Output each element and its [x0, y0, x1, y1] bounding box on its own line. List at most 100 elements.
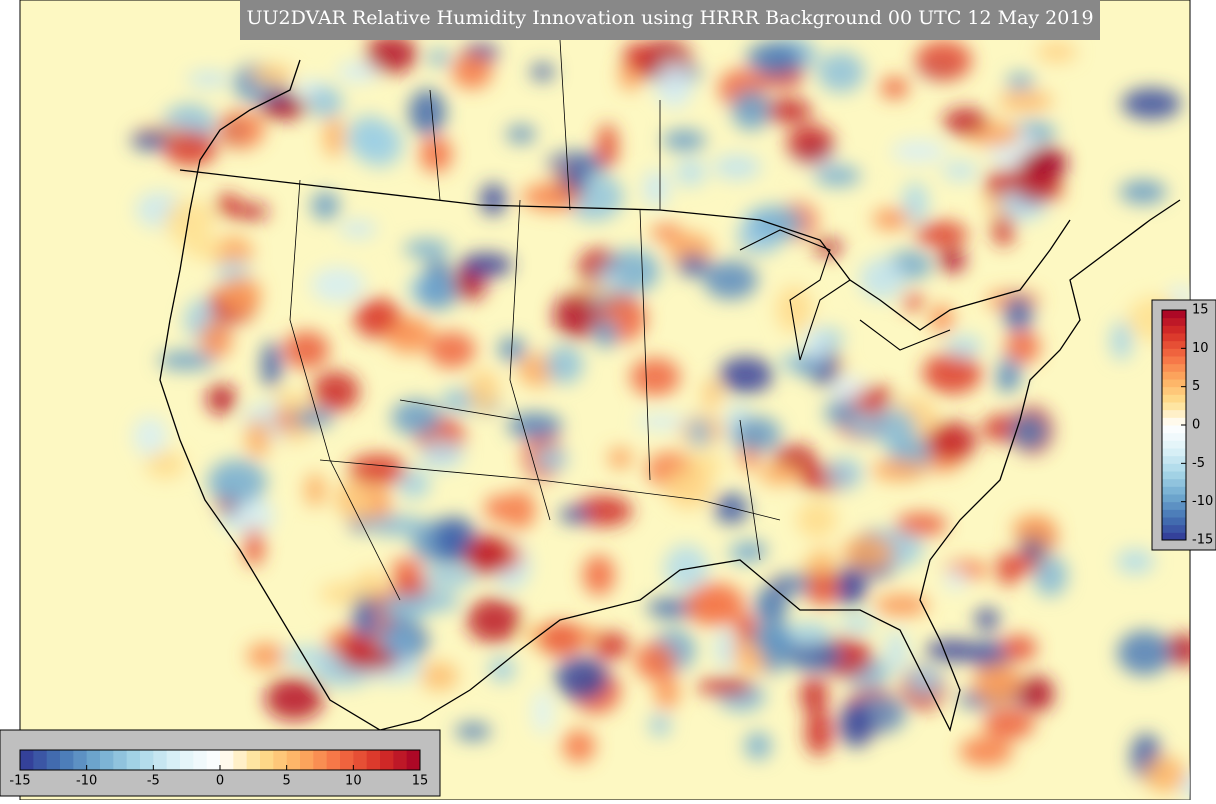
- field-blob: [413, 590, 460, 612]
- field-blob: [813, 239, 843, 256]
- field-blob: [1110, 321, 1133, 361]
- field-blob: [1117, 630, 1172, 676]
- colorbar-swatch: [20, 750, 34, 770]
- field-blob: [650, 223, 682, 242]
- field-blob: [915, 221, 968, 248]
- field-blob: [391, 399, 442, 436]
- field-blob: [245, 418, 271, 458]
- field-blob: [1005, 330, 1040, 364]
- field-blob: [506, 125, 536, 144]
- field-blob: [806, 570, 839, 606]
- colorbar-swatch: [260, 750, 274, 770]
- colorbar-swatch: [33, 750, 48, 770]
- colorbar-swatch: [1162, 455, 1186, 464]
- field-blob: [943, 108, 988, 136]
- colorbar-swatch: [1162, 432, 1186, 441]
- coastlines: [159, 39, 1181, 732]
- field-blob: [234, 203, 269, 220]
- field-blob: [744, 731, 772, 760]
- field-blob: [839, 614, 876, 632]
- colorbar-swatch: [1162, 371, 1186, 380]
- field-blob: [218, 275, 262, 313]
- field-blob: [996, 368, 1018, 393]
- field-blob: [662, 129, 707, 152]
- colorbar-swatch: [1162, 509, 1186, 518]
- field-blob: [415, 272, 459, 310]
- field-blob: [754, 586, 788, 626]
- field-blob: [530, 63, 555, 81]
- field-blob: [642, 169, 670, 208]
- field-blob: [532, 689, 553, 735]
- field-blob: [926, 421, 977, 461]
- field-blob: [972, 663, 1023, 706]
- field-blob: [787, 641, 843, 672]
- colorbar-swatch: [1162, 325, 1186, 334]
- colorbar-swatch: [153, 750, 168, 770]
- colorbar-swatch: [380, 750, 394, 770]
- field-blob: [787, 622, 832, 644]
- field-blob: [937, 248, 966, 273]
- coastline: [169, 59, 301, 321]
- field-blob: [422, 566, 477, 588]
- field-blob: [217, 111, 265, 149]
- field-blob: [838, 702, 874, 748]
- field-blob: [187, 71, 231, 88]
- field-blob: [534, 446, 568, 472]
- field-blob: [312, 371, 360, 412]
- field-blob: [895, 512, 947, 537]
- tick-label: 0: [1192, 418, 1200, 433]
- field-blob: [685, 582, 745, 627]
- field-blob: [1116, 549, 1155, 574]
- colorbar-swatch: [1162, 486, 1186, 495]
- colorbar-swatch: [340, 750, 354, 770]
- tick-label: 5: [283, 774, 291, 789]
- field-blob: [1015, 554, 1039, 575]
- colorbar-swatch: [126, 750, 141, 770]
- colorbar-swatch: [73, 750, 88, 770]
- field-blob: [365, 34, 418, 74]
- colorbar-swatch: [1162, 317, 1186, 326]
- tick-label: 10: [1192, 341, 1209, 356]
- field-blob: [553, 292, 604, 339]
- colorbar-swatch: [1162, 409, 1186, 418]
- tick-label: -15: [9, 774, 30, 789]
- colorbar-swatch: [113, 750, 128, 770]
- field-blob: [243, 527, 264, 567]
- tick-label: -15: [1192, 533, 1213, 548]
- field-blob: [959, 736, 1013, 767]
- field-blob: [489, 656, 516, 683]
- tick-label: 10: [345, 774, 362, 789]
- field-blob: [902, 181, 929, 225]
- field-blob: [747, 205, 805, 241]
- field-blob: [485, 495, 509, 522]
- colorbar-swatch: [1162, 333, 1186, 342]
- colorbar-swatch: [393, 750, 408, 770]
- field-blob: [594, 270, 623, 287]
- field-blob: [408, 89, 446, 136]
- field-blob: [597, 123, 618, 169]
- colorbar-swatch: [1162, 425, 1186, 434]
- field-blob: [761, 627, 786, 675]
- colorbar-swatch: [406, 750, 421, 770]
- colorbar-swatch: [286, 750, 301, 770]
- field-blob: [1119, 180, 1167, 204]
- colorbar-swatch: [1162, 417, 1186, 426]
- colorbar-swatch: [1162, 532, 1186, 541]
- colorbar-swatch: [46, 750, 61, 770]
- field-blob: [817, 51, 865, 93]
- field-blob: [677, 254, 710, 277]
- field-blob: [1006, 73, 1035, 90]
- field-blob: [746, 541, 767, 560]
- field-blob: [703, 260, 758, 300]
- field-blob: [924, 639, 983, 662]
- colorbar-swatch: [100, 750, 114, 770]
- field-blob: [281, 646, 337, 667]
- field-blob: [996, 552, 1021, 586]
- colorbar-swatch: [1162, 440, 1186, 449]
- field-blob: [582, 554, 615, 596]
- field-blob: [593, 318, 618, 349]
- field-blob: [562, 729, 596, 763]
- field-blob: [869, 408, 917, 447]
- colorbar-swatch: [166, 750, 181, 770]
- colorbar-swatch: [1162, 524, 1186, 533]
